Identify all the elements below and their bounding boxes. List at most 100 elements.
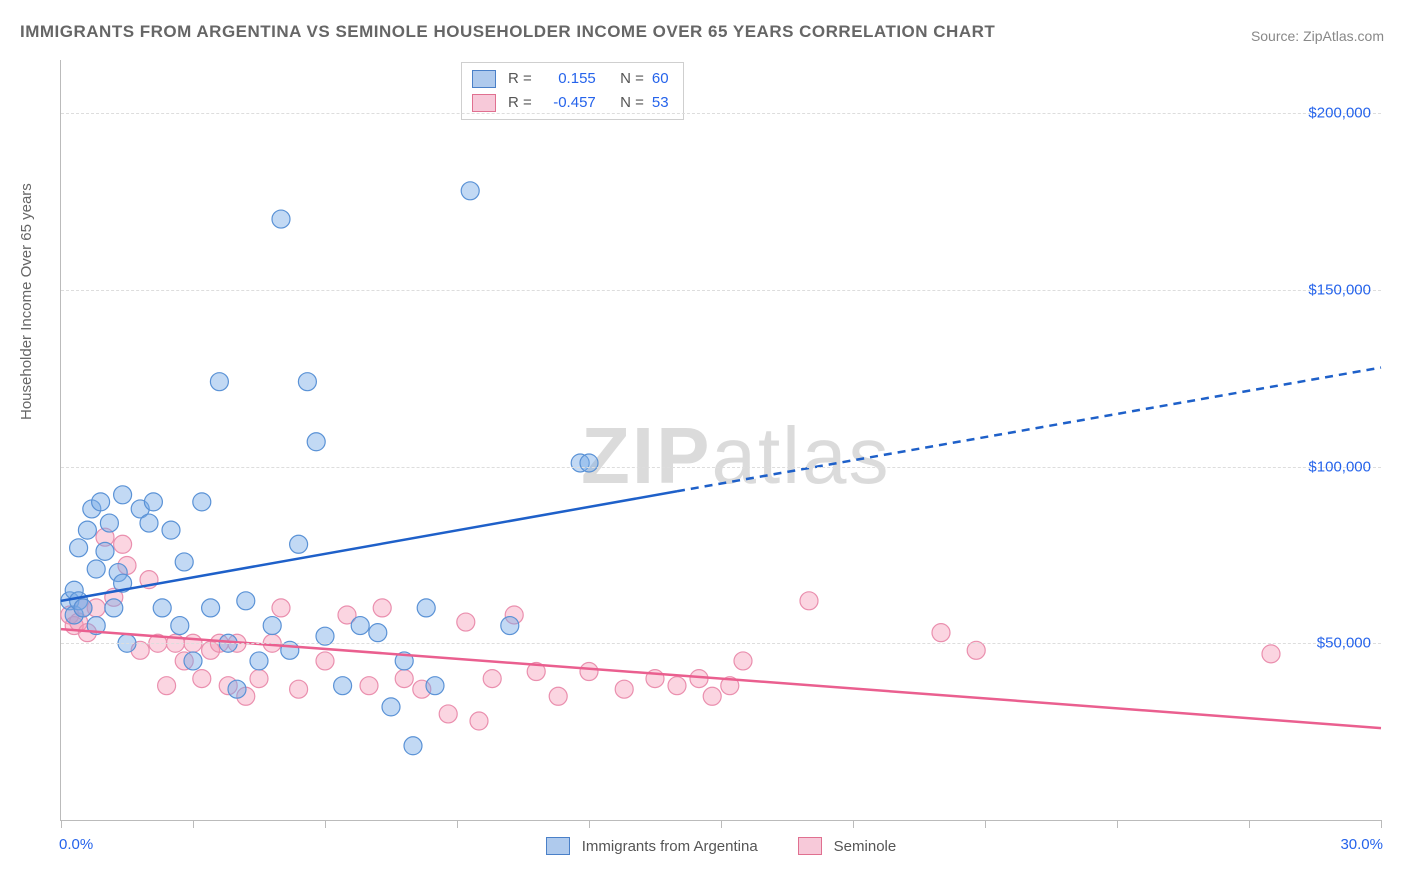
legend-item-2: Seminole bbox=[798, 837, 897, 855]
scatter-point bbox=[100, 514, 118, 532]
scatter-point bbox=[140, 514, 158, 532]
plot-area: ZIPatlas R = 0.155 N = 60 R = -0.457 N =… bbox=[60, 60, 1381, 821]
scatter-point bbox=[373, 599, 391, 617]
scatter-point bbox=[193, 493, 211, 511]
scatter-point bbox=[395, 670, 413, 688]
swatch-pink-icon bbox=[472, 94, 496, 112]
x-tickmark bbox=[853, 820, 854, 828]
scatter-point bbox=[250, 670, 268, 688]
x-tickmark bbox=[61, 820, 62, 828]
scatter-point bbox=[193, 670, 211, 688]
scatter-point bbox=[932, 624, 950, 642]
scatter-point bbox=[158, 677, 176, 695]
scatter-point bbox=[114, 486, 132, 504]
scatter-point bbox=[734, 652, 752, 670]
swatch-pink-icon bbox=[798, 837, 822, 855]
x-max-label: 30.0% bbox=[1340, 836, 1383, 853]
scatter-point bbox=[615, 680, 633, 698]
scatter-point bbox=[549, 687, 567, 705]
gridline bbox=[61, 467, 1381, 468]
scatter-point bbox=[580, 663, 598, 681]
scatter-point bbox=[74, 599, 92, 617]
x-tickmark bbox=[457, 820, 458, 828]
gridline bbox=[61, 113, 1381, 114]
n1: 60 bbox=[652, 67, 669, 91]
scatter-point bbox=[404, 737, 422, 755]
scatter-point bbox=[351, 617, 369, 635]
x-tickmark bbox=[1249, 820, 1250, 828]
scatter-point bbox=[457, 613, 475, 631]
scatter-point bbox=[96, 542, 114, 560]
scatter-point bbox=[290, 680, 308, 698]
source-label: Source: ZipAtlas.com bbox=[1251, 28, 1384, 44]
scatter-point bbox=[171, 617, 189, 635]
chart-svg bbox=[61, 60, 1381, 820]
scatter-point bbox=[175, 553, 193, 571]
legend: Immigrants from Argentina Seminole bbox=[61, 837, 1381, 855]
y-tick-label: $100,000 bbox=[1308, 458, 1371, 475]
x-tickmark bbox=[325, 820, 326, 828]
scatter-point bbox=[210, 373, 228, 391]
x-tickmark bbox=[589, 820, 590, 828]
scatter-point bbox=[184, 652, 202, 670]
scatter-point bbox=[426, 677, 444, 695]
scatter-point bbox=[202, 599, 220, 617]
n2: 53 bbox=[652, 91, 669, 115]
scatter-point bbox=[87, 560, 105, 578]
scatter-point bbox=[703, 687, 721, 705]
trendline bbox=[677, 368, 1381, 492]
x-tickmark bbox=[721, 820, 722, 828]
scatter-point bbox=[800, 592, 818, 610]
x-tickmark bbox=[193, 820, 194, 828]
stats-box: R = 0.155 N = 60 R = -0.457 N = 53 bbox=[461, 62, 684, 120]
swatch-blue-icon bbox=[472, 70, 496, 88]
y-tick-label: $200,000 bbox=[1308, 105, 1371, 122]
x-tickmark bbox=[1381, 820, 1382, 828]
scatter-point bbox=[298, 373, 316, 391]
scatter-point bbox=[162, 521, 180, 539]
y-tick-label: $150,000 bbox=[1308, 281, 1371, 298]
scatter-point bbox=[263, 617, 281, 635]
scatter-point bbox=[334, 677, 352, 695]
gridline bbox=[61, 643, 1381, 644]
scatter-point bbox=[461, 182, 479, 200]
scatter-point bbox=[144, 493, 162, 511]
scatter-point bbox=[307, 433, 325, 451]
stats-row-2: R = -0.457 N = 53 bbox=[472, 91, 669, 115]
scatter-point bbox=[483, 670, 501, 688]
scatter-point bbox=[272, 210, 290, 228]
r2: -0.457 bbox=[540, 91, 596, 115]
scatter-point bbox=[237, 592, 255, 610]
scatter-point bbox=[153, 599, 171, 617]
scatter-point bbox=[272, 599, 290, 617]
scatter-point bbox=[360, 677, 378, 695]
scatter-point bbox=[580, 454, 598, 472]
x-min-label: 0.0% bbox=[59, 836, 93, 853]
scatter-point bbox=[1262, 645, 1280, 663]
scatter-point bbox=[250, 652, 268, 670]
scatter-point bbox=[114, 535, 132, 553]
scatter-point bbox=[439, 705, 457, 723]
x-tickmark bbox=[985, 820, 986, 828]
r1: 0.155 bbox=[540, 67, 596, 91]
scatter-point bbox=[668, 677, 686, 695]
scatter-point bbox=[70, 539, 88, 557]
x-tickmark bbox=[1117, 820, 1118, 828]
scatter-point bbox=[369, 624, 387, 642]
scatter-point bbox=[92, 493, 110, 511]
chart-title: IMMIGRANTS FROM ARGENTINA VS SEMINOLE HO… bbox=[20, 22, 995, 42]
y-axis-label: Householder Income Over 65 years bbox=[18, 183, 35, 420]
scatter-point bbox=[501, 617, 519, 635]
scatter-point bbox=[290, 535, 308, 553]
swatch-blue-icon bbox=[546, 837, 570, 855]
scatter-point bbox=[316, 652, 334, 670]
stats-row-1: R = 0.155 N = 60 bbox=[472, 67, 669, 91]
scatter-point bbox=[417, 599, 435, 617]
scatter-point bbox=[78, 521, 96, 539]
scatter-point bbox=[470, 712, 488, 730]
legend-item-1: Immigrants from Argentina bbox=[546, 837, 758, 855]
y-tick-label: $50,000 bbox=[1317, 635, 1371, 652]
scatter-point bbox=[382, 698, 400, 716]
scatter-point bbox=[228, 680, 246, 698]
gridline bbox=[61, 290, 1381, 291]
